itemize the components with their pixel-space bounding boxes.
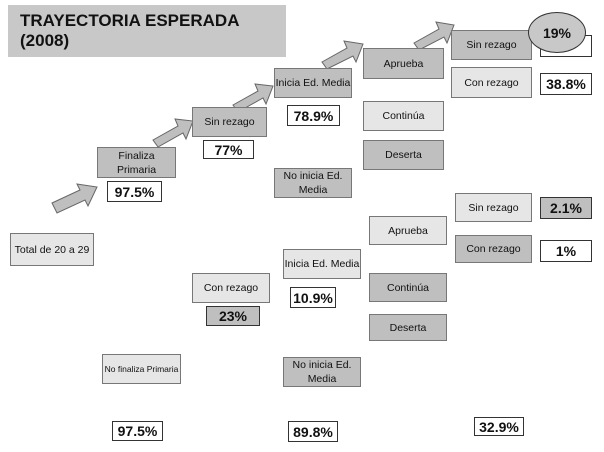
title: TRAYECTORIA ESPERADA (2008)	[8, 5, 286, 57]
node: Inicia Ed. Media	[274, 68, 352, 98]
node: Deserta	[369, 314, 447, 341]
node: Total de 20 a 29	[10, 233, 94, 266]
node: Continúa	[363, 101, 444, 131]
node: Con rezago	[455, 235, 532, 263]
percentage: 89.8%	[288, 421, 338, 442]
node: No inicia Ed. Media	[283, 357, 361, 387]
arrow	[152, 118, 194, 148]
node: Finaliza Primaria	[97, 147, 176, 178]
node: No finaliza Primaria	[102, 354, 181, 384]
node: Con rezago	[451, 67, 532, 98]
node: Sin rezago	[455, 193, 532, 222]
node: Aprueba	[369, 216, 447, 245]
arrow	[51, 183, 98, 214]
node: Con rezago	[192, 273, 270, 303]
percentage-ellipse: 19%	[528, 12, 586, 53]
node: Aprueba	[363, 48, 444, 79]
percentage: 2.1%	[540, 197, 592, 219]
percentage: 23%	[206, 306, 260, 326]
node: No inicia Ed. Media	[274, 168, 352, 198]
percentage: 77%	[203, 140, 254, 159]
arrow	[321, 40, 364, 70]
percentage: 97.5%	[112, 421, 163, 441]
node: Inicia Ed. Media	[283, 249, 361, 279]
percentage: 97.5%	[107, 181, 162, 202]
percentage: 10.9%	[290, 287, 336, 308]
percentage: 38.8%	[540, 73, 592, 95]
node: Deserta	[363, 140, 444, 170]
percentage: 78.9%	[287, 105, 340, 126]
node: Sin rezago	[451, 30, 532, 60]
node: Continúa	[369, 273, 447, 302]
percentage: 32.9%	[474, 417, 524, 436]
node: Sin rezago	[192, 107, 267, 137]
percentage: 1%	[540, 240, 592, 262]
arrow	[413, 21, 455, 51]
